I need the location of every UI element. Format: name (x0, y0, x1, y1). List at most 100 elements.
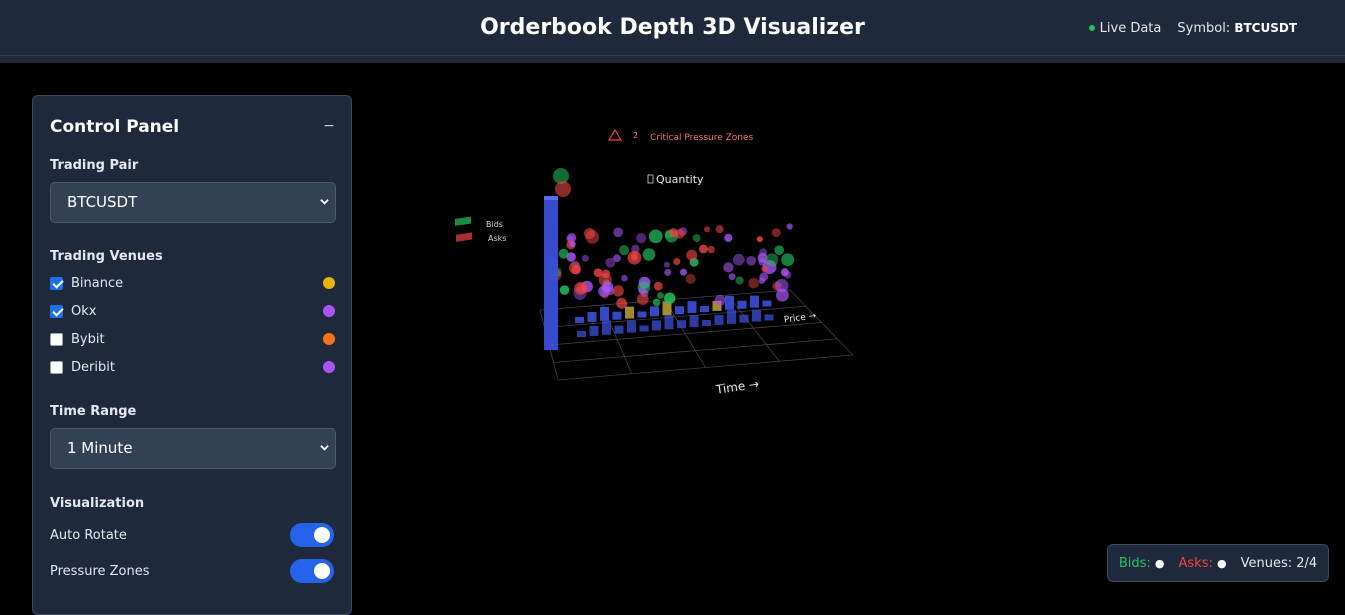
order-sphere (613, 227, 623, 238)
control-panel-header: Control Panel − (50, 96, 335, 158)
live-indicator: Live Data (1088, 20, 1162, 36)
collapse-button[interactable]: − (323, 118, 335, 134)
trading-pair-value: BTCUSDT (67, 193, 138, 211)
depth-bar (627, 320, 636, 333)
order-sphere (746, 256, 756, 266)
trading-pair-select[interactable]: BTCUSDT (50, 182, 336, 223)
legend-asks-swatch (456, 232, 472, 242)
pressure-count: 2 (633, 131, 638, 140)
venue-checkbox-binance[interactable] (50, 276, 63, 290)
quantity-axis-label: Quantity (647, 173, 704, 186)
pressure-alert: 2 Critical Pressure Zones (607, 128, 754, 143)
order-sphere (756, 236, 763, 243)
depth-bar (725, 295, 734, 310)
order-sphere (786, 223, 793, 230)
venue-row-binance[interactable]: Binance (50, 269, 335, 297)
bids-status-label: Bids: (1118, 555, 1151, 571)
trading-pair-label: Trading Pair (50, 158, 139, 173)
depth-bar (612, 311, 622, 320)
quantity-label: Quantity (656, 173, 704, 186)
toggle-list: Auto Rotate Pressure Zones (50, 517, 334, 589)
time-range-select[interactable]: 1 Minute (50, 428, 336, 469)
warning-icon (607, 128, 623, 141)
order-sphere (636, 233, 647, 244)
order-sphere (674, 228, 685, 239)
app-header: Orderbook Depth 3D Visualizer Live Data … (0, 0, 1345, 56)
venue-row-bybit[interactable]: Bybit (50, 325, 335, 353)
status-bar: Bids: ● Asks: ● Venues: 2/4 (1107, 544, 1329, 582)
legend-bids-swatch (455, 216, 471, 226)
order-sphere (664, 268, 672, 276)
visualization-label: Visualization (50, 496, 145, 511)
order-sphere (576, 282, 588, 294)
toggle-row-auto-rotate: Auto Rotate (50, 517, 334, 553)
order-sphere (569, 241, 576, 248)
header-status: Live Data Symbol: BTCUSDT (1088, 0, 1297, 56)
venue-row-okx[interactable]: Okx (50, 297, 335, 325)
header-divider (0, 56, 1345, 63)
venue-checkbox-deribit[interactable] (50, 360, 63, 374)
grid-line (553, 338, 838, 363)
auto-rotate-toggle[interactable] (290, 523, 334, 547)
symbol-display: Symbol: BTCUSDT (1177, 21, 1297, 36)
order-sphere (776, 288, 789, 302)
pressure-zones-toggle[interactable] (290, 559, 334, 583)
order-sphere (673, 258, 681, 265)
depth-bars (575, 295, 774, 337)
order-sphere (735, 276, 744, 285)
order-sphere (627, 250, 642, 265)
order-sphere (774, 245, 784, 255)
order-sphere (605, 257, 616, 268)
depth-bar (577, 331, 586, 337)
bids-status-dot: ● (1154, 556, 1165, 570)
order-sphere (759, 272, 769, 282)
orderbook-3d-scene[interactable]: 2 Critical Pressure Zones Quantity Bids … (440, 120, 870, 410)
order-sphere (685, 273, 696, 284)
symbol-value: BTCUSDT (1234, 20, 1297, 35)
venue-color-dot (323, 361, 335, 373)
order-sphere (765, 253, 779, 267)
order-spheres (546, 223, 795, 309)
order-sphere (613, 254, 621, 263)
venue-checkbox-bybit[interactable] (50, 332, 63, 346)
order-sphere (714, 294, 726, 306)
order-sphere (616, 297, 628, 309)
order-sphere (612, 285, 624, 297)
depth-bar (602, 320, 611, 335)
order-sphere (621, 274, 628, 282)
quantity-icon (647, 174, 654, 184)
toggle-label: Pressure Zones (50, 563, 150, 579)
order-sphere (558, 248, 569, 259)
price-axis-label: Price → (783, 311, 817, 325)
order-sphere (704, 226, 711, 233)
order-sphere (761, 265, 768, 273)
asks-status: Asks: ● (1179, 556, 1227, 571)
order-sphere (559, 285, 570, 295)
venue-label: Bybit (71, 331, 105, 347)
order-sphere (584, 228, 595, 239)
venue-checkbox-okx[interactable] (50, 304, 63, 318)
order-sphere (680, 268, 687, 276)
chevron-down-icon (320, 445, 329, 451)
depth-bar (689, 315, 699, 328)
depth-bar (575, 317, 584, 323)
venue-row-deribit[interactable]: Deribit (50, 353, 335, 381)
grid-line (727, 294, 780, 362)
toggle-knob (314, 527, 330, 543)
order-sphere (593, 268, 603, 277)
live-dot-icon (1088, 25, 1095, 31)
order-sphere (652, 298, 661, 307)
chevron-down-icon (320, 199, 329, 205)
grid-line (557, 354, 854, 381)
order-sphere (757, 252, 768, 263)
asks-status-label: Asks: (1178, 555, 1213, 571)
depth-bar (750, 295, 759, 308)
depth-bar (764, 314, 774, 321)
depth-bar (650, 306, 659, 317)
depth-bar (714, 314, 724, 325)
order-sphere (638, 286, 646, 295)
live-label: Live Data (1099, 20, 1162, 36)
order-sphere (553, 168, 569, 184)
venues-status: Venues: 2/4 (1240, 555, 1318, 571)
orderbook-3d-canvas[interactable]: 2 Critical Pressure Zones Quantity Bids … (440, 120, 870, 410)
